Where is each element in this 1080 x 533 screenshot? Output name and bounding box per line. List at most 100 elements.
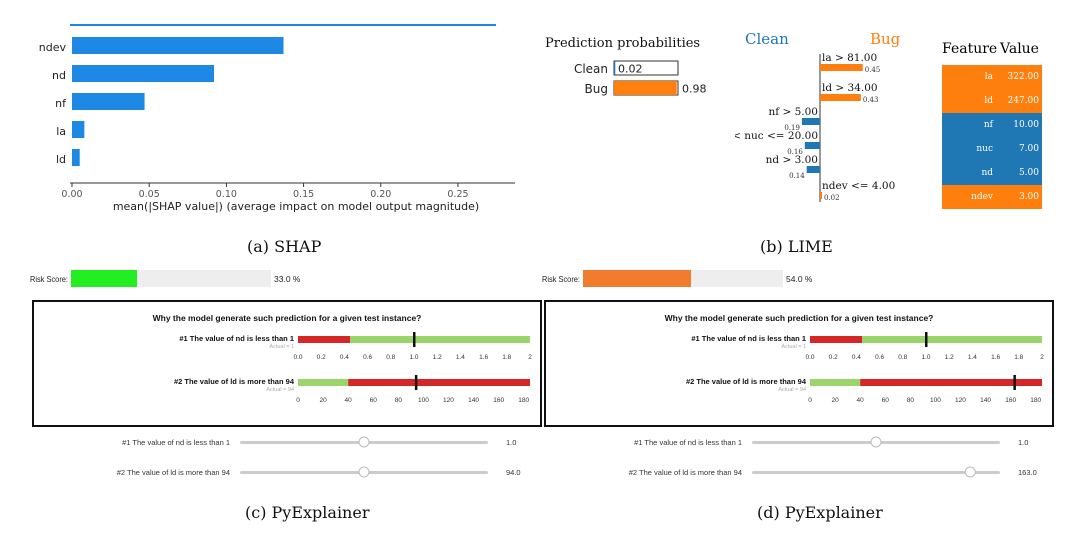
rule-tick-label: 140 xyxy=(468,397,479,404)
slider-track[interactable] xyxy=(752,471,1000,474)
lime-bar xyxy=(820,192,822,199)
rule-tick-label: 0.6 xyxy=(875,354,884,361)
rule-tick-label: 120 xyxy=(955,397,966,404)
lime-value-label: 0.45 xyxy=(865,66,881,74)
shap-bar xyxy=(72,149,80,166)
rule-tick-label: 1.4 xyxy=(456,354,465,361)
rule-label: #1 The value of nd is less than 1 xyxy=(691,334,806,343)
lime-table-value: 322.00 xyxy=(1007,72,1040,82)
proba-value-label: 0.02 xyxy=(618,63,643,76)
shap-category-label: nd xyxy=(52,69,66,82)
slider-value: 163.0 xyxy=(1018,468,1037,477)
lime-proba-chart: Clean 0.02 Bug 0.98 xyxy=(574,60,707,96)
lime-bar xyxy=(806,166,820,173)
explanation-box xyxy=(544,300,1054,427)
rule-tick-label: 1.8 xyxy=(502,354,511,361)
slider-label: #1 The value of nd is less than 1 xyxy=(122,438,230,447)
shap-chart: ndev nd nf la ld 0.00 0.05 0.10 0.15 0.20 0.25 me… xyxy=(39,24,515,213)
rule-segment-low xyxy=(298,379,349,386)
slider-label: #2 The value of ld is more than 94 xyxy=(629,468,742,477)
rule-tick-label: 0.0 xyxy=(293,354,302,361)
caption-d: (d) PyExplainer xyxy=(757,503,883,522)
rule-actual: Actual = 1 xyxy=(781,344,806,350)
shap-bar xyxy=(72,121,85,138)
lime-value-label: 0.43 xyxy=(863,96,879,104)
shap-category-label: ndev xyxy=(39,41,67,54)
lime-table-feature: la xyxy=(984,72,993,82)
rule-tick-label: 1.6 xyxy=(991,354,1000,361)
shap-x-label: mean(|SHAP value|) (average impact on mo… xyxy=(113,200,479,213)
lime-explanation-chart: Clean Bug la > 81.00 0.45 ld > 34.00 0.43 nf… xyxy=(735,30,901,202)
slider-label: #2 The value of ld is more than 94 xyxy=(117,468,230,477)
shap-x-tick-label: 0.15 xyxy=(293,189,314,200)
shap-bar xyxy=(72,65,215,82)
pyexplainer-svg: Risk Score: 33.0 % Why the model generate … xyxy=(30,270,542,478)
rule-tick-label: 100 xyxy=(418,397,429,404)
lime-table-row: la 322.00 xyxy=(942,65,1042,89)
rule-tick-label: 40 xyxy=(345,397,353,404)
rule-actual-marker xyxy=(925,332,928,347)
lime-bar xyxy=(820,64,863,71)
lime-bug-heading: Bug xyxy=(870,30,901,48)
explanation-title: Why the model generate such prediction f… xyxy=(153,313,422,323)
shap-x-tick-label: 0.10 xyxy=(216,189,237,200)
caption-c: (c) PyExplainer xyxy=(245,503,370,522)
lime-rule-label: ld > 34.00 xyxy=(822,82,878,94)
lime-rule-label: ndev <= 4.00 xyxy=(822,180,895,192)
lime-table-row: nf 10.00 xyxy=(942,113,1042,137)
risk-score-label: Risk Score: xyxy=(30,274,68,284)
rule-tick-label: 0.4 xyxy=(340,354,349,361)
shap-x-tick-label: 0.00 xyxy=(61,189,82,200)
rule-label: #1 The value of nd is less than 1 xyxy=(179,334,294,343)
rule-tick-label: 0 xyxy=(808,397,812,404)
lime-bar xyxy=(820,94,861,101)
rule-tick-label: 20 xyxy=(319,397,327,404)
rule-segment-low xyxy=(810,336,863,343)
lime-table-header: Feature Value xyxy=(942,38,1042,60)
pyexplainer-panel-d: Risk Score: 54.0 % Why the model generate … xyxy=(542,266,1057,506)
lime-table-feature: nd xyxy=(981,168,993,178)
lime-table-row: nd 5.00 xyxy=(942,161,1042,185)
rule-tick-label: 1.8 xyxy=(1014,354,1023,361)
risk-score-value: 33.0 % xyxy=(274,274,301,284)
explanation-box xyxy=(32,300,542,427)
lime-clean-heading: Clean xyxy=(745,30,789,48)
proba-value-label: 0.98 xyxy=(682,83,707,96)
pyexplainer-panel-c: Risk Score: 33.0 % Why the model generate … xyxy=(30,266,545,506)
risk-score-label: Risk Score: xyxy=(542,274,580,284)
slider-value: 1.0 xyxy=(506,438,516,447)
lime-rule-label: nd > 3.00 xyxy=(766,154,818,166)
rule-actual-marker xyxy=(1013,375,1016,390)
risk-score-fill xyxy=(71,270,137,287)
risk-score-value: 54.0 % xyxy=(786,274,813,284)
rule-segment-high xyxy=(862,336,1042,343)
rule-tick-label: 1.0 xyxy=(921,354,930,361)
rule-tick-label: 1.2 xyxy=(945,354,954,361)
rule-tick-label: 20 xyxy=(831,397,839,404)
rule-tick-label: 2 xyxy=(528,354,532,361)
lime-value-label: 0.02 xyxy=(824,194,840,202)
lime-bar xyxy=(801,118,820,125)
rule-tick-label: 0.2 xyxy=(829,354,838,361)
rule-tick-label: 160 xyxy=(493,397,504,404)
lime-table-col-value: Value xyxy=(1000,41,1039,57)
rule-tick-label: 0.6 xyxy=(363,354,372,361)
shap-x-tick-label: 0.20 xyxy=(370,189,391,200)
proba-category-label: Bug xyxy=(585,82,608,96)
slider-handle[interactable] xyxy=(870,436,882,448)
rule-label: #2 The value of ld is more than 94 xyxy=(174,377,295,386)
lime-value-label: 0.14 xyxy=(789,172,805,180)
rule-actual-marker xyxy=(414,375,418,390)
lime-table-feature: ld xyxy=(984,96,993,106)
rule-segment-low xyxy=(810,379,861,386)
slider-handle[interactable] xyxy=(358,436,370,448)
slider-handle[interactable] xyxy=(358,466,370,478)
shap-category-label: ld xyxy=(56,153,66,166)
slider-value: 1.0 xyxy=(1018,438,1028,447)
rule-tick-label: 140 xyxy=(980,397,991,404)
lime-table-value: 3.00 xyxy=(1018,192,1039,202)
lime-table-value: 7.00 xyxy=(1018,144,1039,154)
rule-tick-label: 160 xyxy=(1005,397,1016,404)
slider-handle[interactable] xyxy=(964,466,976,478)
caption-a: (a) SHAP xyxy=(247,237,322,256)
